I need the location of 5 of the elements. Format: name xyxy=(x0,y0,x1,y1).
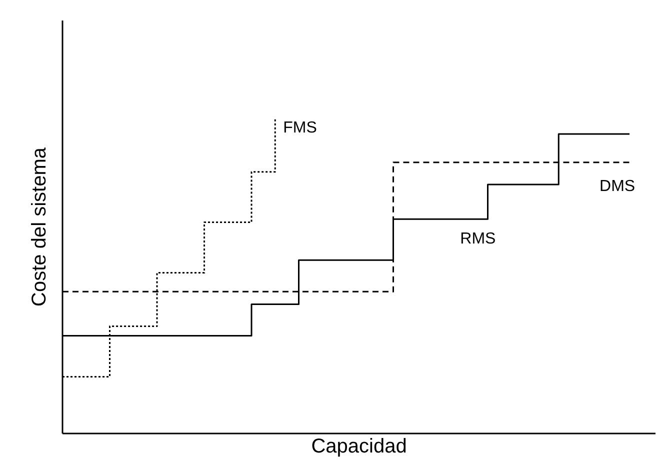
x-axis-title: Capacidad xyxy=(311,436,407,458)
series-label: DMS xyxy=(600,178,636,195)
series-label: FMS xyxy=(283,120,317,137)
series-label: RMS xyxy=(460,230,496,248)
y-axis-title: Coste del sistema xyxy=(28,146,50,306)
